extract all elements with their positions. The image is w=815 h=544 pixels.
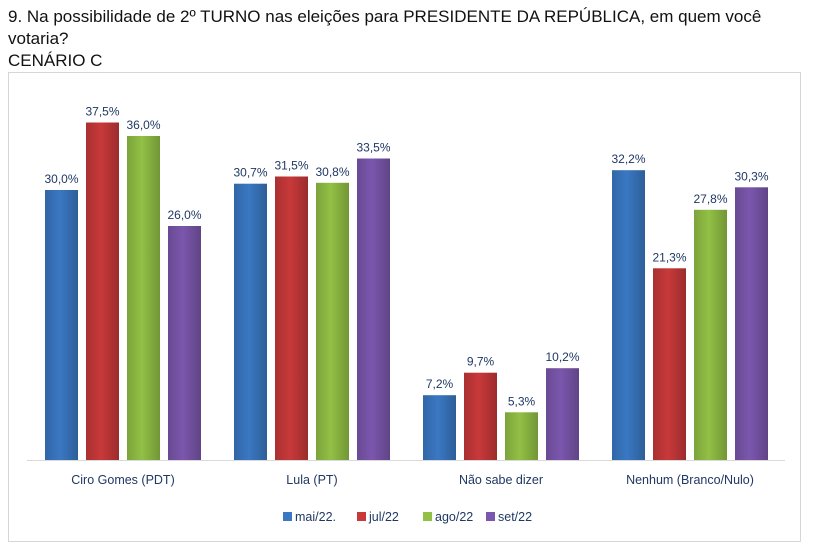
bar-4-2 (653, 268, 686, 460)
legend-swatch-2 (357, 512, 366, 521)
legend-label-2: jul/22 (368, 510, 399, 524)
legend-label-4: set/22 (498, 510, 532, 524)
category-label-4: Nenhum (Branco/Nulo) (626, 473, 754, 487)
data-label-2-4: 33,5% (356, 141, 390, 155)
bar-chart: 30,0% 37,5% 36,0% 26,0% Ciro Gomes (PDT) 30,7… (27, 105, 785, 524)
bar-1-1 (45, 190, 78, 460)
bar-3-1 (423, 395, 456, 460)
category-label-1: Ciro Gomes (PDT) (71, 473, 174, 487)
bar-2-2 (275, 176, 308, 460)
legend-swatch-4 (486, 512, 495, 521)
legend-item-2: jul/22 (357, 510, 399, 524)
bar-3-3 (505, 412, 538, 460)
bar-3-2 (464, 372, 497, 460)
category-label-2: Lula (PT) (286, 473, 337, 487)
data-label-1-1: 30,0% (44, 172, 78, 186)
legend-swatch-3 (423, 512, 432, 521)
legend-item-4: set/22 (486, 510, 532, 524)
title-line-1: 9. Na possibilidade de 2º TURNO nas elei… (8, 7, 762, 48)
bar-2-4 (357, 158, 390, 460)
data-label-4-3: 27,8% (693, 192, 727, 206)
legend-swatch-1 (283, 512, 292, 521)
bar-3-4 (546, 368, 579, 460)
bar-2-3 (316, 182, 349, 461)
bar-4-1 (612, 170, 645, 460)
data-label-4-4: 30,3% (734, 169, 768, 183)
bar-2-1 (234, 183, 267, 460)
chart-frame: 30,0% 37,5% 36,0% 26,0% Ciro Gomes (PDT) 30,7… (8, 72, 801, 542)
bar-4-4 (735, 187, 768, 461)
legend-label-3: ago/22 (435, 510, 473, 524)
data-label-2-1: 30,7% (233, 166, 267, 180)
chart-title: 9. Na possibilidade de 2º TURNO nas elei… (8, 6, 808, 72)
bar-4-3 (694, 209, 727, 460)
bar-1-4 (168, 226, 201, 460)
title-line-2: CENÁRIO C (8, 51, 103, 70)
data-label-3-4: 10,2% (545, 350, 579, 364)
legend-label-1: mai/22. (295, 510, 336, 524)
legend-item-3: ago/22 (423, 510, 473, 524)
bar-1-3 (127, 136, 160, 460)
data-label-3-1: 7,2% (426, 377, 454, 391)
bar-1-2 (86, 122, 119, 460)
data-label-1-3: 36,0% (126, 118, 160, 132)
data-label-1-4: 26,0% (167, 208, 201, 222)
data-label-3-3: 5,3% (508, 394, 536, 408)
data-label-2-2: 31,5% (274, 159, 308, 173)
data-label-3-2: 9,7% (467, 355, 495, 369)
data-label-1-2: 37,5% (85, 105, 119, 119)
data-label-4-2: 21,3% (652, 250, 686, 264)
data-label-4-1: 32,2% (611, 152, 645, 166)
category-label-3: Não sabe dizer (459, 473, 543, 487)
legend-item-1: mai/22. (283, 510, 336, 524)
data-label-2-3: 30,8% (315, 165, 349, 179)
